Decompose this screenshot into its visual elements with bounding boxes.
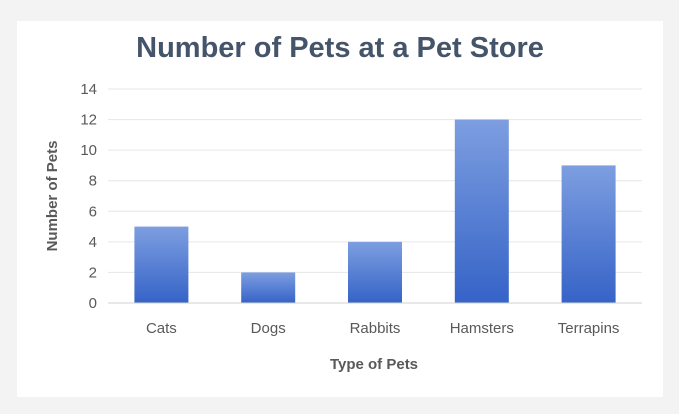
chart-card [17,21,663,397]
bar-dogs [241,272,296,303]
y-tick-label: 2 [89,264,97,281]
y-tick-label: 10 [80,142,97,159]
x-tick-label: Hamsters [450,320,514,337]
y-tick-label: 4 [89,234,97,251]
y-tick-label: 14 [80,81,97,98]
bar-cats [134,226,189,303]
y-tick-label: 0 [89,295,97,312]
bar-hamsters [454,119,509,303]
y-axis-ticks: 0 2 4 6 8 10 12 14 [80,81,97,312]
bar-rabbits [348,241,402,303]
x-axis-label: Type of Pets [330,356,418,373]
bars [134,119,616,303]
y-axis-label: Number of Pets [44,141,61,252]
gridlines [108,88,642,273]
bar-terrapins [561,165,616,303]
x-axis-ticks: Cats Dogs Rabbits Hamsters Terrapins [146,320,619,337]
y-tick-label: 8 [89,173,97,190]
chart-title: Number of Pets at a Pet Store [136,32,544,64]
y-tick-label: 12 [80,112,97,129]
x-tick-label: Dogs [251,320,286,337]
x-tick-label: Terrapins [558,320,620,337]
y-tick-label: 6 [89,203,97,220]
x-tick-label: Cats [146,320,177,337]
x-tick-label: Rabbits [350,320,401,337]
